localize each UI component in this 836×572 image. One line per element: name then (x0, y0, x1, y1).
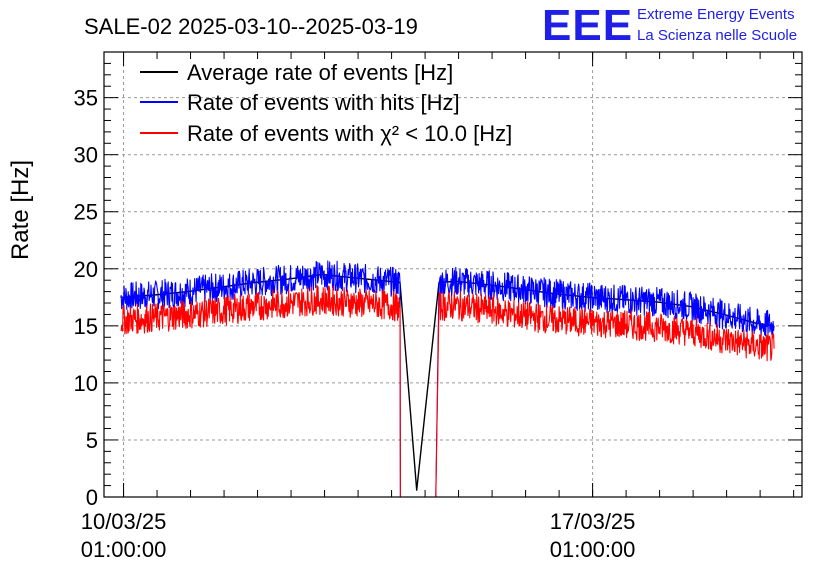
chart-title: SALE-02 2025-03-10--2025-03-19 (84, 14, 418, 39)
y-tick-label: 25 (74, 200, 98, 225)
logo-line-2: La Scienza nelle Scuole (637, 27, 797, 44)
plot-border (103, 51, 803, 498)
x-tick-label-date: 17/03/25 (550, 509, 636, 534)
legend-entry-chi2: Rate of events with χ² < 10.0 [Hz] (140, 121, 512, 146)
series-hits-line (120, 260, 775, 498)
y-tick-label: 10 (74, 371, 98, 396)
y-tick-label: 35 (74, 86, 98, 111)
y-tick-label: 5 (86, 428, 98, 453)
series-layer (120, 260, 775, 498)
axis-ticks: 0 5 10 15 20 25 30 35 10/03/25 01:00:00 17/03/25 01… (74, 51, 802, 562)
legend-entry-hits: Rate of events with hits [Hz] (140, 90, 460, 115)
y-axis-label: Rate [Hz] (7, 160, 34, 260)
legend-entry-average: Average rate of events [Hz] (140, 60, 453, 85)
x-tick-label-time: 01:00:00 (81, 537, 167, 562)
logo-line-1: Extreme Energy Events (637, 6, 795, 23)
legend-label: Rate of events with hits [Hz] (187, 90, 460, 115)
legend-label: Rate of events with χ² < 10.0 [Hz] (187, 121, 512, 146)
legend-label: Average rate of events [Hz] (187, 60, 453, 85)
x-tick-label-date: 10/03/25 (81, 509, 167, 534)
logo-text: EEE (542, 1, 633, 50)
y-tick-label: 15 (74, 314, 98, 339)
y-tick-label: 20 (74, 257, 98, 282)
y-tick-label: 30 (74, 143, 98, 168)
eee-logo: EEE Extreme Energy Events La Scienza nel… (542, 1, 797, 50)
y-tick-label: 0 (86, 485, 98, 510)
series-chi2-line (120, 284, 775, 498)
plot-frame (103, 51, 803, 498)
x-tick-label-time: 01:00:00 (550, 537, 636, 562)
legend: Average rate of events [Hz] Rate of event… (140, 60, 512, 146)
